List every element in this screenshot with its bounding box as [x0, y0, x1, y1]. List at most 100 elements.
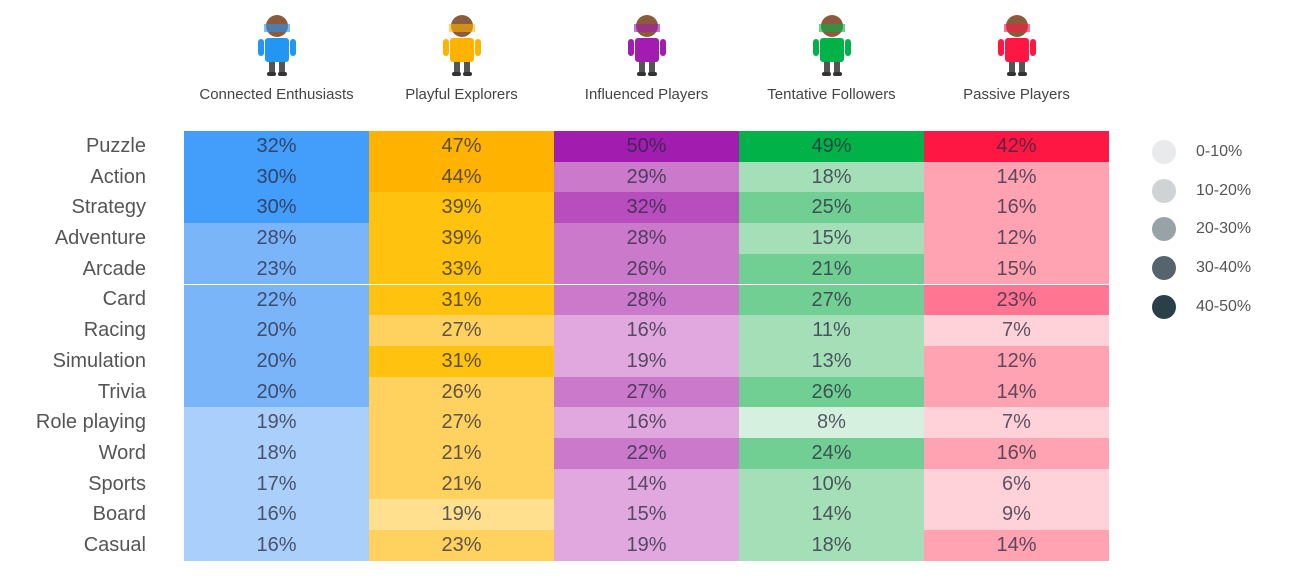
row-label: Role playing [35, 411, 146, 434]
heatmap-cell: 18% [739, 161, 924, 193]
heatmap-cell: 27% [369, 315, 554, 346]
heatmap-cell: 26% [739, 376, 924, 408]
android-avatar-icon [812, 15, 851, 76]
heatmap-cell: 31% [369, 345, 554, 377]
heatmap-cell: 21% [739, 253, 924, 285]
heatmap-cell: 6% [924, 468, 1109, 500]
heatmap-cell: 14% [924, 530, 1109, 561]
legend-item: 20-30% [1152, 210, 1251, 249]
heatmap-cell: 44% [369, 161, 554, 193]
row-label: Word [98, 441, 146, 464]
legend: 0-10% 10-20% 20-30% 30-40% 40-50% [1152, 133, 1251, 326]
legend-swatch [1152, 178, 1176, 203]
column-header-label: Tentative Followers [767, 86, 896, 103]
legend-item: 0-10% [1152, 133, 1251, 172]
row-label: Simulation [52, 349, 146, 372]
heatmap-cell: 27% [369, 407, 554, 438]
row-label: Action [90, 165, 146, 188]
column-header: Tentative Followers [739, 12, 924, 103]
row-label: Racing [83, 319, 146, 342]
legend-item: 10-20% [1152, 172, 1251, 211]
heatmap-cell: 23% [924, 284, 1109, 316]
heatmap-cell: 47% [369, 131, 554, 162]
row-label: Casual [83, 533, 146, 556]
android-avatar-icon [997, 15, 1036, 76]
row-labels: Puzzle Action Strategy Adventure Arcade Card R… [0, 131, 146, 561]
row-label: Sports [88, 472, 146, 495]
column-header-label: Passive Players [963, 86, 1070, 103]
row-label: Card [102, 288, 146, 311]
legend-item: 40-50% [1152, 287, 1251, 326]
legend-swatch [1152, 256, 1176, 281]
heatmap-cell: 12% [924, 345, 1109, 377]
heatmap-cell: 19% [554, 530, 739, 561]
heatmap-cell: 32% [554, 192, 739, 224]
row-label: Board [92, 503, 146, 526]
heatmap-cell: 30% [184, 161, 369, 193]
heatmap-cell: 7% [924, 315, 1109, 346]
legend-swatch [1152, 217, 1176, 242]
heatmap-cell: 10% [739, 468, 924, 500]
heatmap-cell: 49% [739, 131, 924, 162]
legend-label: 10-20% [1196, 181, 1252, 199]
heatmap-cell: 22% [554, 438, 739, 469]
heatmap-cell: 23% [184, 253, 369, 285]
column-header: Influenced Players [554, 12, 739, 103]
heatmap-cell: 26% [369, 376, 554, 408]
heatmap-cell: 13% [739, 345, 924, 377]
heatmap-cell: 32% [184, 131, 369, 162]
heatmap-cell: 11% [739, 315, 924, 346]
column-header-label: Playful Explorers [405, 86, 518, 103]
android-avatar-icon [627, 15, 666, 76]
legend-item: 30-40% [1152, 249, 1251, 288]
heatmap-cell: 16% [184, 499, 369, 531]
heatmap-cell: 8% [739, 407, 924, 438]
heatmap-cell: 7% [924, 407, 1109, 438]
heatmap-cell: 20% [184, 345, 369, 377]
heatmap-cell: 15% [739, 223, 924, 254]
heatmap-cell: 17% [184, 468, 369, 500]
heatmap-cell: 29% [554, 161, 739, 193]
heatmap-cell: 23% [369, 530, 554, 561]
heatmap-cell: 16% [554, 315, 739, 346]
heatmap-cell: 26% [554, 253, 739, 285]
legend-label: 20-30% [1196, 220, 1252, 238]
heatmap-cell: 25% [739, 192, 924, 224]
legend-label: 0-10% [1196, 143, 1243, 161]
heatmap-cell: 27% [739, 284, 924, 316]
heatmap-cell: 42% [924, 131, 1109, 162]
android-avatar-icon [257, 15, 296, 76]
heatmap-cell: 22% [184, 284, 369, 316]
row-label: Trivia [97, 380, 146, 403]
heatmap-cell: 28% [554, 284, 739, 316]
heatmap-cell: 19% [369, 499, 554, 531]
heatmap-cell: 14% [924, 161, 1109, 193]
row-label: Strategy [71, 196, 146, 219]
heatmap-cell: 24% [739, 438, 924, 469]
heatmap-cell: 21% [369, 468, 554, 500]
column-header-label: Connected Enthusiasts [199, 86, 354, 103]
heatmap-cell: 18% [739, 530, 924, 561]
heatmap-cell: 16% [184, 530, 369, 561]
heatmap-cell: 21% [369, 438, 554, 469]
legend-label: 30-40% [1196, 259, 1252, 277]
heatmap-cell: 20% [184, 376, 369, 408]
column-header: Playful Explorers [369, 12, 554, 103]
heatmap-cell: 16% [554, 407, 739, 438]
heatmap-cell: 28% [554, 223, 739, 254]
heatmap-cell: 20% [184, 315, 369, 346]
row-label: Arcade [82, 257, 146, 280]
heatmap-cell: 27% [554, 376, 739, 408]
heatmap-cell: 16% [924, 192, 1109, 224]
heatmap-cell: 14% [739, 499, 924, 531]
legend-swatch [1152, 140, 1176, 165]
legend-label: 40-50% [1196, 297, 1252, 315]
heatmap-cell: 9% [924, 499, 1109, 531]
column-header-label: Influenced Players [584, 86, 709, 103]
heatmap-cell: 12% [924, 223, 1109, 254]
column-header: Passive Players [924, 12, 1109, 103]
heatmap-cell: 31% [369, 284, 554, 316]
column-header: Connected Enthusiasts [184, 12, 369, 103]
heatmap-cell: 50% [554, 131, 739, 162]
heatmap-cell: 15% [924, 253, 1109, 285]
